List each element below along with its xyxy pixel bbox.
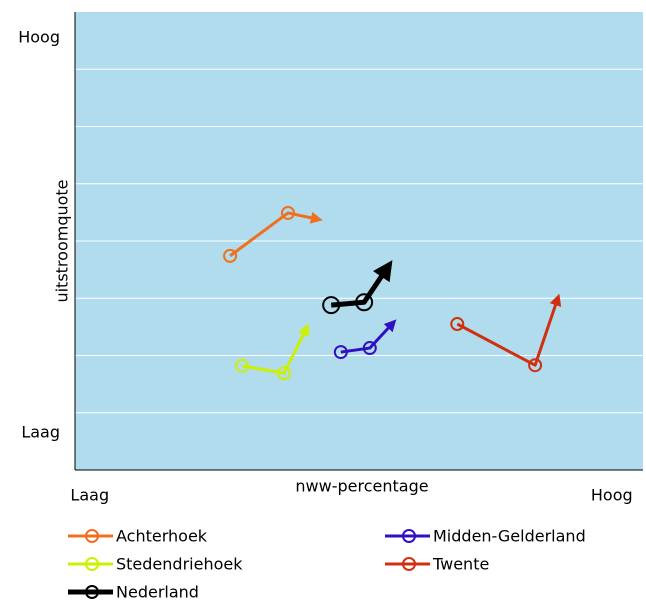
point-marker (234, 358, 249, 373)
x-tick-label: Laag (70, 486, 109, 505)
legend-label: Stedendriehoek (116, 555, 243, 574)
point-marker (355, 293, 374, 312)
point-marker (322, 296, 341, 315)
point-marker (333, 345, 348, 360)
y-tick-label: Laag (21, 422, 60, 441)
legend-marker (85, 529, 99, 543)
legend-label: Nederland (116, 583, 199, 600)
point-marker (528, 358, 543, 373)
trajectory (340, 319, 397, 354)
point-marker (277, 366, 292, 381)
legend-marker (85, 557, 99, 571)
legend-label: Twente (432, 555, 489, 574)
point-marker (223, 248, 238, 263)
trajectory (241, 323, 309, 375)
y-axis-label: uitstroomquote (53, 179, 72, 302)
y-tick-label: Hoog (18, 27, 60, 46)
point-marker (362, 341, 377, 356)
legend-label: Achterhoek (116, 527, 208, 546)
point-marker (450, 317, 465, 332)
point-marker (281, 205, 295, 220)
trajectory (229, 211, 323, 258)
legend-marker (85, 585, 99, 599)
x-tick-label: Hoog (591, 486, 633, 505)
legend-marker (402, 529, 416, 543)
trajectory (456, 293, 562, 367)
x-axis-label: nww-percentage (295, 477, 428, 496)
trajectory (330, 260, 393, 308)
legend-marker (402, 557, 416, 571)
legend-label: Midden-Gelderland (433, 527, 586, 546)
